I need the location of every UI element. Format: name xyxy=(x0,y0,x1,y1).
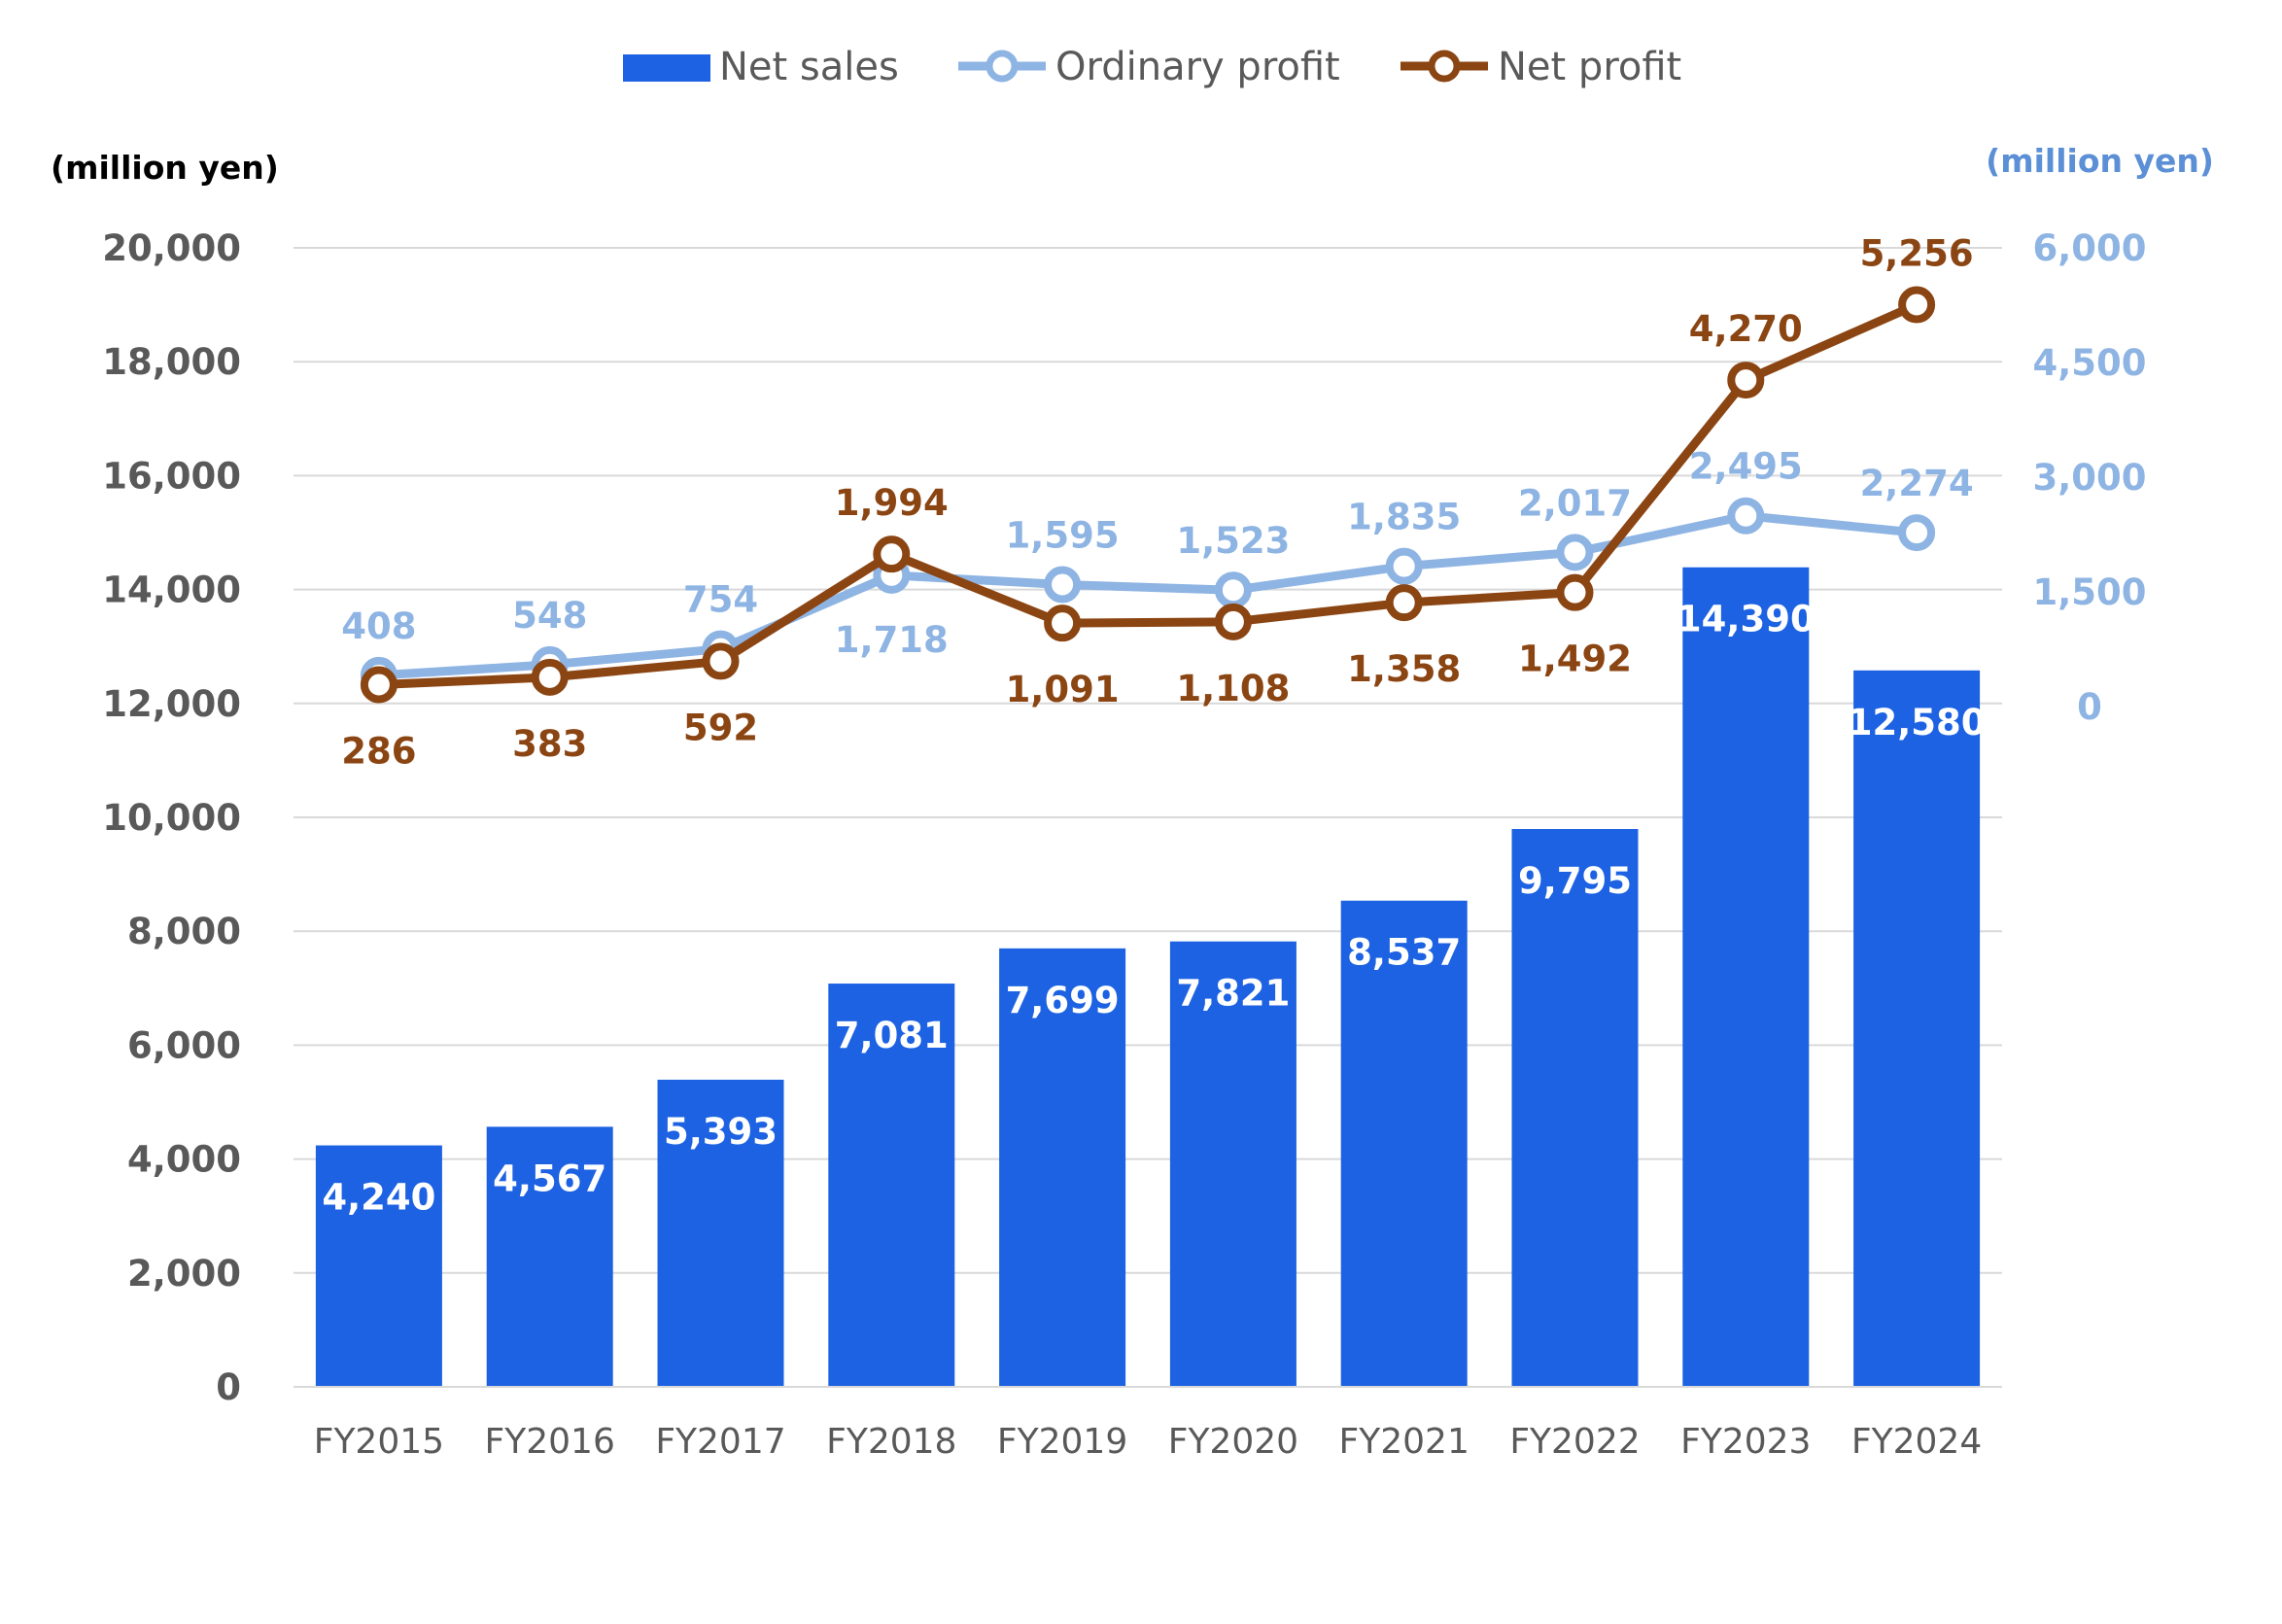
bar-value-label: 4,567 xyxy=(493,1158,606,1199)
net-profit-label: 592 xyxy=(683,707,758,748)
y-left-tick-label: 8,000 xyxy=(127,911,241,952)
ordinary-profit-label: 1,718 xyxy=(835,619,949,661)
profit-lines xyxy=(360,286,1936,704)
net-profit-marker xyxy=(873,536,911,573)
ordinary-profit-marker xyxy=(1727,497,1765,535)
net-profit-label: 286 xyxy=(341,731,416,773)
bar-value-label: 7,821 xyxy=(1176,973,1290,1015)
x-tick-label: FY2022 xyxy=(1509,1422,1640,1462)
net-profit-marker xyxy=(702,642,740,680)
net-profit-label: 1,108 xyxy=(1176,668,1290,709)
y-left-tick-label: 6,000 xyxy=(127,1024,241,1066)
ordinary-profit-label: 1,523 xyxy=(1176,520,1290,562)
legend-ordinary-profit-marker xyxy=(985,50,1019,83)
bar-value-label: 5,393 xyxy=(664,1111,778,1153)
ordinary-profit-label: 754 xyxy=(683,579,758,621)
y-right-tick-label: 4,500 xyxy=(2032,342,2146,384)
bar xyxy=(1853,670,1981,1387)
data-labels: 4,240 4,567 5,393 7,081 7,699 7,821 8,537 9,795… xyxy=(322,233,1986,1219)
y-right-tick-label: 1,500 xyxy=(2032,571,2146,613)
legend-net-sales-label: Net sales xyxy=(719,45,899,89)
bar-value-label: 7,699 xyxy=(1006,980,1120,1021)
ordinary-profit-marker xyxy=(1556,534,1594,571)
net-profit-label: 383 xyxy=(512,723,587,765)
bar-value-label: 9,795 xyxy=(1518,860,1632,902)
x-tick-label: FY2016 xyxy=(485,1422,615,1462)
x-tick-label: FY2021 xyxy=(1339,1422,1469,1462)
net-profit-label: 5,256 xyxy=(1860,233,1974,275)
ordinary-profit-label: 1,835 xyxy=(1347,497,1461,538)
net-profit-label: 1,358 xyxy=(1347,648,1461,690)
ordinary-profit-label: 548 xyxy=(512,595,587,637)
legend: Net sales Ordinary profit Net profit xyxy=(623,45,1681,89)
net-profit-marker xyxy=(1385,584,1423,622)
y-left-tick-label: 14,000 xyxy=(102,570,241,611)
legend-net-profit-marker xyxy=(1428,50,1461,83)
ordinary-profit-label: 2,274 xyxy=(1860,463,1974,504)
y-left-tick-label: 18,000 xyxy=(102,341,241,383)
y-left-axis-title: (million yen) xyxy=(51,149,279,187)
bar xyxy=(315,1145,442,1387)
x-tick-label: FY2019 xyxy=(997,1422,1127,1462)
net-profit-label: 1,091 xyxy=(1006,669,1120,710)
bar-value-label: 14,390 xyxy=(1677,599,1815,640)
ordinary-profit-marker xyxy=(1385,547,1423,585)
net-profit-marker xyxy=(1044,605,1082,642)
bar xyxy=(657,1079,784,1387)
bar xyxy=(486,1126,613,1387)
legend-net-sales-swatch xyxy=(623,54,710,82)
ordinary-profit-label: 408 xyxy=(341,605,416,647)
y-right-tick-label: 3,000 xyxy=(2032,457,2146,499)
bar-value-label: 12,580 xyxy=(1848,702,1987,743)
ordinary-profit-label: 2,495 xyxy=(1689,446,1803,488)
bar-value-label: 8,537 xyxy=(1347,932,1461,974)
net-profit-label: 1,994 xyxy=(835,482,949,524)
axes: 0 2,000 4,000 6,000 8,000 10,000 12,000 14,000 1… xyxy=(51,142,2214,1462)
bar xyxy=(1340,900,1468,1387)
net-sales-bars xyxy=(315,567,1981,1387)
net-profit-marker xyxy=(1214,603,1252,640)
y-left-tick-label: 2,000 xyxy=(127,1253,241,1295)
x-tick-label: FY2018 xyxy=(826,1422,956,1462)
y-left-tick-label: 10,000 xyxy=(102,797,241,839)
ordinary-profit-marker xyxy=(1214,571,1252,609)
net-profit-line xyxy=(374,300,1921,690)
net-profit-label: 4,270 xyxy=(1689,308,1803,350)
y-left-tick-label: 4,000 xyxy=(127,1139,241,1181)
y-left-tick-label: 0 xyxy=(216,1366,241,1408)
x-tick-label: FY2015 xyxy=(314,1422,444,1462)
ordinary-profit-marker xyxy=(1044,566,1082,604)
y-left-tick-label: 12,000 xyxy=(102,683,241,725)
bar xyxy=(828,984,955,1387)
net-profit-label: 1,492 xyxy=(1518,639,1632,680)
y-left-tick-label: 16,000 xyxy=(102,455,241,497)
x-tick-label: FY2023 xyxy=(1680,1422,1811,1462)
x-tick-label: FY2017 xyxy=(655,1422,785,1462)
legend-ordinary-profit-label: Ordinary profit xyxy=(1055,45,1340,89)
net-profit-marker xyxy=(360,666,398,704)
y-right-axis-title: (million yen) xyxy=(1986,142,2214,180)
legend-net-profit-label: Net profit xyxy=(1498,45,1681,89)
ordinary-profit-label: 2,017 xyxy=(1518,482,1632,524)
bar-value-label: 4,240 xyxy=(322,1177,435,1219)
bar xyxy=(999,948,1126,1387)
y-right-tick-label: 0 xyxy=(2077,686,2102,728)
y-right-tick-label: 6,000 xyxy=(2032,227,2146,269)
bar xyxy=(1169,941,1297,1387)
x-tick-label: FY2020 xyxy=(1168,1422,1298,1462)
ordinary-profit-label: 1,595 xyxy=(1006,515,1120,557)
ordinary-profit-marker xyxy=(1898,514,1936,552)
bar xyxy=(1511,829,1639,1387)
net-profit-marker xyxy=(531,658,569,696)
net-profit-marker xyxy=(1727,362,1765,399)
bar xyxy=(1682,567,1810,1387)
net-profit-marker xyxy=(1556,573,1594,611)
x-tick-label: FY2024 xyxy=(1851,1422,1982,1462)
net-profit-marker xyxy=(1898,286,1936,324)
bar-value-label: 7,081 xyxy=(835,1015,949,1056)
y-left-tick-label: 20,000 xyxy=(102,227,241,269)
ordinary-profit-line xyxy=(374,511,1921,680)
